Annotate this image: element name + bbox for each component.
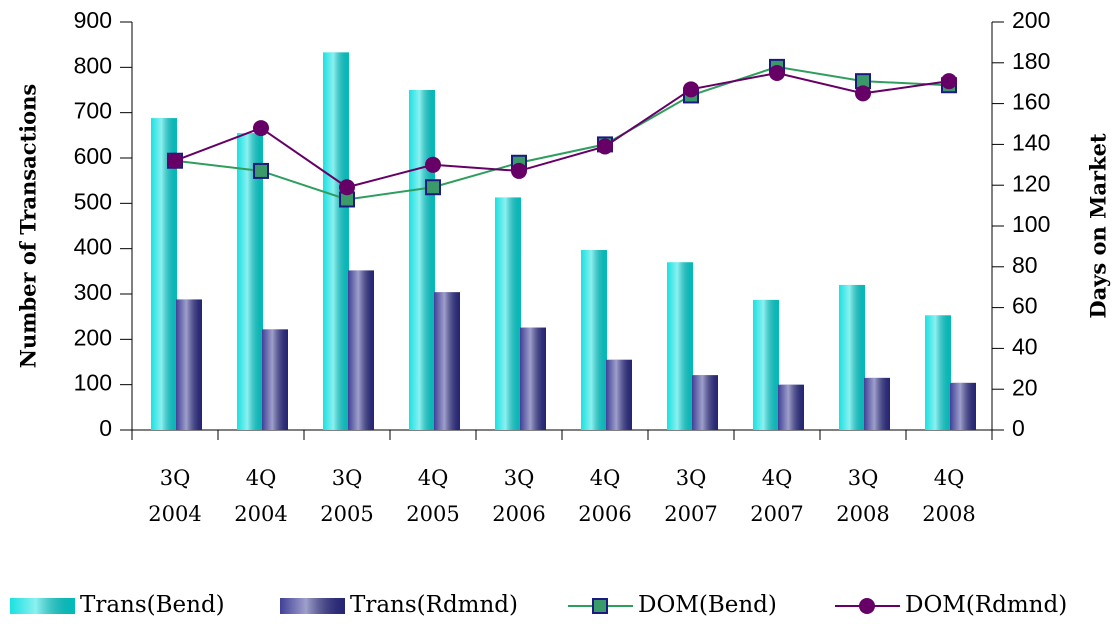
marker — [425, 156, 441, 173]
x-tick-label: 4Q 2005 — [406, 466, 460, 526]
legend-marker — [592, 598, 608, 614]
y2-tick-label: 180 — [1012, 48, 1050, 74]
marker — [167, 152, 183, 169]
bar-shine — [581, 250, 607, 430]
bar-shine — [151, 118, 177, 431]
y2-tick-label: 40 — [1012, 333, 1038, 359]
bar-shine — [950, 382, 976, 430]
marker — [683, 81, 699, 98]
bar-shine — [348, 270, 374, 430]
legend-label: Trans(Bend) — [80, 592, 225, 618]
marker — [253, 162, 269, 179]
y2-tick-label: 20 — [1012, 374, 1038, 400]
y-tick-label: 800 — [74, 52, 112, 78]
y2-tick-label: 0 — [1012, 415, 1025, 441]
y-tick-label: 700 — [74, 98, 112, 124]
y2-tick-label: 160 — [1012, 89, 1050, 115]
bar-shine — [778, 384, 804, 430]
y-tick-label: 900 — [74, 7, 112, 33]
y-tick-label: 200 — [74, 324, 112, 350]
bar-shine — [839, 284, 865, 430]
y2-tick-label: 80 — [1012, 252, 1038, 278]
legend-label: DOM(Rdmnd) — [905, 592, 1067, 618]
y2-axis-title: Days on Market — [1086, 133, 1111, 319]
y2-tick-label: 100 — [1012, 211, 1050, 237]
bar-shine — [262, 329, 288, 430]
marker — [597, 138, 613, 155]
x-tick-label: 4Q 2006 — [578, 466, 632, 526]
line — [174, 71, 950, 189]
x-tick-label: 3Q 2008 — [836, 466, 890, 526]
line — [174, 65, 950, 201]
y2-tick-label: 140 — [1012, 129, 1050, 155]
bar-shine — [176, 299, 202, 430]
bar-shine — [753, 299, 779, 430]
bar-shine — [495, 197, 521, 430]
x-tick-label: 3Q 2006 — [492, 466, 546, 526]
marker — [769, 65, 785, 81]
marker — [253, 120, 269, 137]
legend-swatch-shine — [10, 598, 75, 614]
y-tick-label: 600 — [74, 143, 112, 169]
marker — [941, 73, 957, 90]
legend-label: Trans(Rdmnd) — [350, 592, 518, 618]
y-tick-label: 0 — [99, 415, 112, 441]
x-tick-label: 4Q 2008 — [922, 466, 976, 526]
y2-tick-label: 200 — [1012, 7, 1050, 33]
y-tick-label: 400 — [74, 234, 112, 260]
bar-shine — [237, 133, 263, 431]
x-tick-label: 4Q 2007 — [750, 466, 804, 526]
x-tick-label: 3Q 2004 — [148, 466, 202, 526]
legend-label: DOM(Bend) — [638, 592, 777, 618]
bar-shine — [692, 375, 718, 430]
y-tick-label: 100 — [74, 370, 112, 396]
x-tick-label: 4Q 2004 — [234, 466, 288, 526]
x-tick-label: 3Q 2007 — [664, 466, 718, 526]
legend-marker — [859, 598, 875, 614]
bar-shine — [434, 292, 460, 430]
y2-tick-label: 120 — [1012, 170, 1050, 196]
marker — [511, 162, 527, 179]
marker — [339, 179, 355, 196]
y2-tick-label: 60 — [1012, 293, 1038, 319]
x-tick-label: 3Q 2005 — [320, 466, 374, 526]
marker — [425, 179, 441, 196]
y-tick-label: 300 — [74, 279, 112, 305]
bar-shine — [520, 327, 546, 430]
bar-shine — [667, 262, 693, 430]
y-tick-label: 500 — [74, 188, 112, 214]
legend-swatch-shine — [280, 598, 345, 614]
bar-shine — [606, 359, 632, 430]
marker — [855, 85, 871, 102]
bar-shine — [409, 90, 435, 430]
bar-shine — [323, 52, 349, 431]
bar-shine — [925, 315, 951, 430]
bar-shine — [864, 377, 890, 430]
y-axis-title: Number of Transactions — [16, 84, 41, 368]
